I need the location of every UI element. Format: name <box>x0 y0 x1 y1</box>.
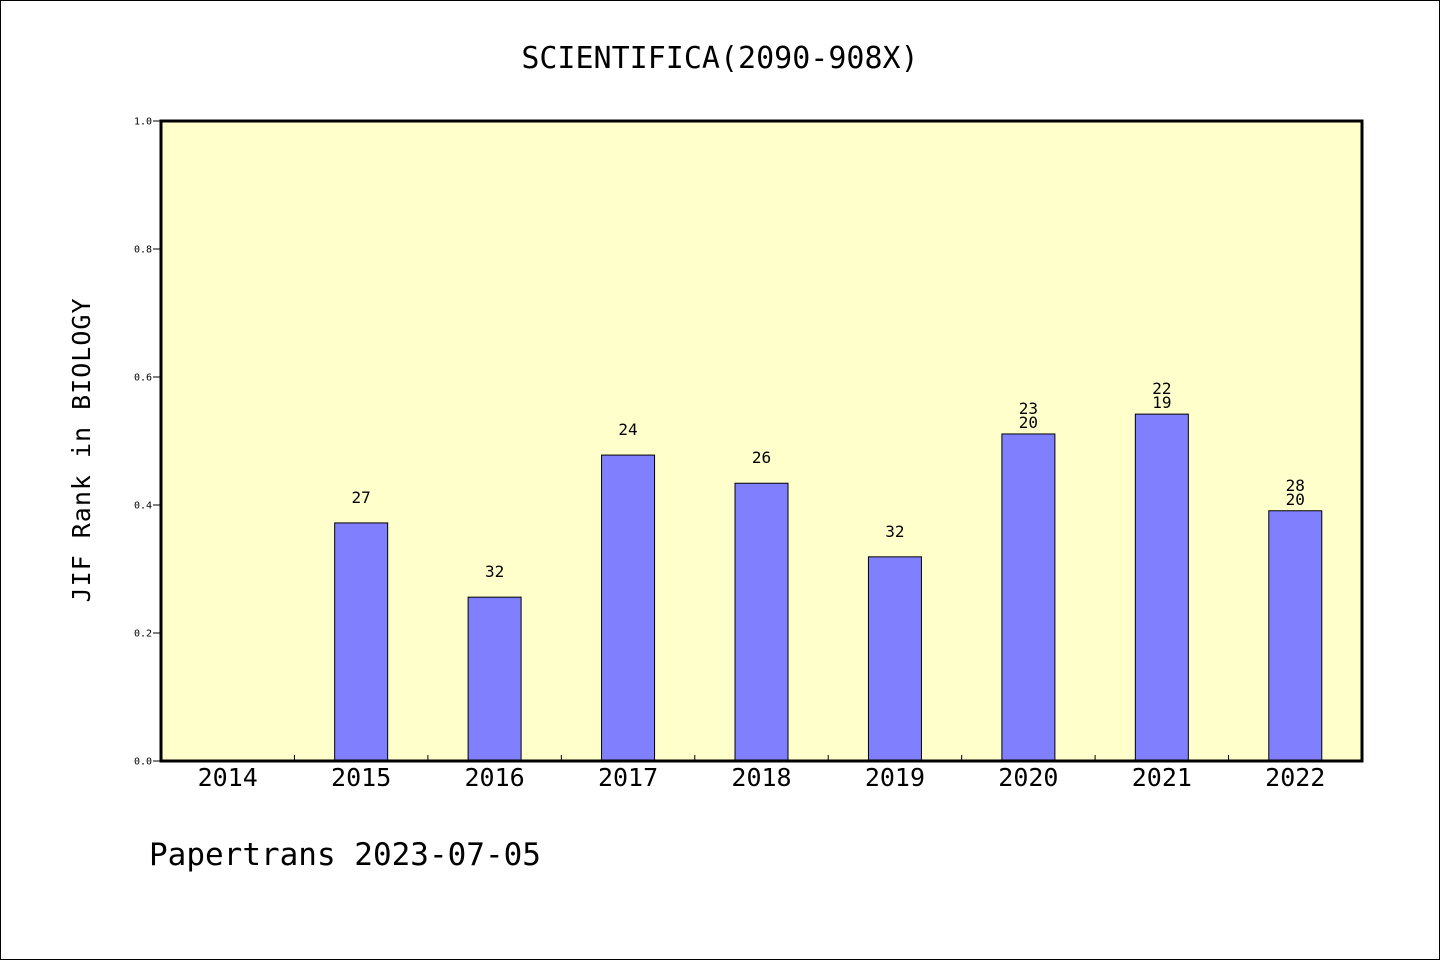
y-tick-label: 0.8 <box>134 245 152 256</box>
x-tick-label: 2021 <box>1132 763 1192 792</box>
data-label: 20 <box>1019 413 1038 432</box>
x-tick-label: 2018 <box>731 763 791 792</box>
data-label: 27 <box>352 488 371 507</box>
y-tick-label: 0.2 <box>134 629 152 640</box>
y-tick-label: 0.0 <box>134 757 152 768</box>
x-tick-label: 2020 <box>998 763 1058 792</box>
bar-2017 <box>601 454 656 762</box>
y-tick-label: 0.6 <box>134 373 152 384</box>
x-tick-label: 2015 <box>331 763 391 792</box>
x-tick-label: 2019 <box>865 763 925 792</box>
data-label: 26 <box>752 448 771 467</box>
x-axis-ticks: 2014 2015 2016 2017 2018 2019 2020 2021 2022 <box>198 755 1325 792</box>
data-label: 22 <box>1152 379 1171 398</box>
bar-2021 <box>1134 413 1189 762</box>
x-tick-label: 2014 <box>198 763 258 792</box>
bar-2016 <box>467 596 522 762</box>
x-tick-label: 2022 <box>1265 763 1325 792</box>
y-axis-title: JIF Rank in BIOLOGY <box>67 298 96 603</box>
x-tick-label: 2016 <box>465 763 525 792</box>
data-label: 20 <box>1286 490 1305 509</box>
bar-2018 <box>734 482 789 762</box>
chart-title: SCIENTIFICA(2090-908X) <box>521 41 918 76</box>
bars-group <box>334 413 1323 762</box>
y-tick-label: 1.0 <box>134 117 152 128</box>
data-label: 24 <box>618 420 637 439</box>
data-label: 23 <box>1019 399 1038 418</box>
footer-source-date: Papertrans 2023-07-05 <box>149 837 541 873</box>
data-label: 32 <box>485 562 504 581</box>
bar-2015 <box>334 522 389 762</box>
data-label: 28 <box>1286 476 1305 495</box>
bar-2022 <box>1268 510 1323 762</box>
data-label: 32 <box>885 522 904 541</box>
plot-border <box>159 119 1364 763</box>
y-axis-ticks: 0.0 0.2 0.4 0.6 0.8 1.0 <box>134 117 161 768</box>
x-tick-label: 2017 <box>598 763 658 792</box>
bar-2020 <box>1001 433 1056 762</box>
data-label: 19 <box>1152 393 1171 412</box>
bar-2019 <box>867 556 922 762</box>
y-tick-label: 0.4 <box>134 501 152 512</box>
